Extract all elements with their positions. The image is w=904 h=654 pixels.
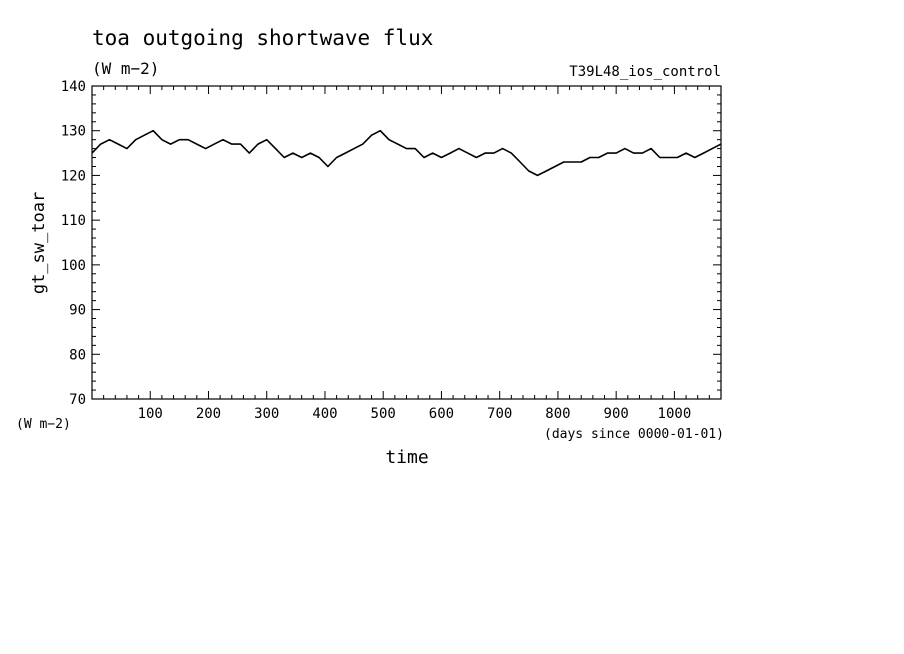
y-tick-label: 90 [69,303,86,319]
x-tick-label: 1000 [658,406,692,422]
series-line [91,129,722,177]
x-tick-label: 900 [604,406,629,422]
run-label: T39L48_ios_control [569,64,721,80]
x-tick-label: 300 [254,406,279,422]
y-tick-label: 130 [61,124,86,140]
y-tick-label: 70 [69,392,86,408]
y-tick-label: 140 [61,79,86,95]
x-tick-label: 600 [429,406,454,422]
y-tick-label: 100 [61,258,86,274]
x-tick-label: 400 [312,406,337,422]
x-tick-label: 100 [138,406,163,422]
x-tick-label: 500 [371,406,396,422]
x-tick-label: 800 [545,406,570,422]
y-axis-label: gt_sw_toar [29,192,49,294]
y-tick-label: 120 [61,168,86,184]
y-tick-label: 110 [61,213,86,229]
y-axis-units: (W m−2) [16,417,71,432]
plot-frame [91,85,722,400]
x-axis-units: (days since 0000-01-01) [544,427,724,442]
chart-title: toa outgoing shortwave flux [92,26,433,50]
chart-subtitle: (W m−2) [92,59,159,78]
x-tick-label: 700 [487,406,512,422]
y-tick-label: 80 [69,347,86,363]
x-axis-label: time [385,447,428,468]
x-tick-label: 200 [196,406,221,422]
plot-area: 100 200 300 400 500 600 700 800 900 1000 70 80 90 100… [61,79,722,422]
